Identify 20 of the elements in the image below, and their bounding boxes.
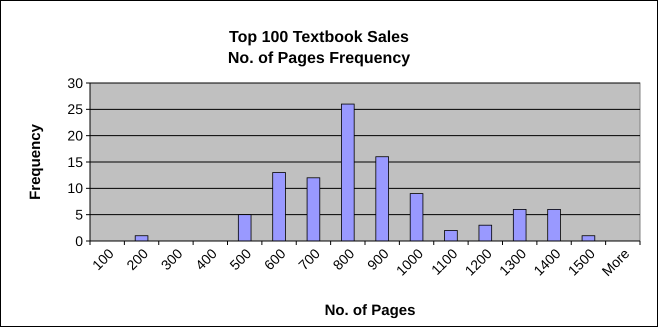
x-tick-label: 900	[364, 245, 392, 274]
x-tick-label: 400	[192, 245, 220, 274]
x-tick-label: 600	[260, 245, 289, 274]
y-tick-label: 10	[67, 180, 84, 196]
x-tick-label: 700	[295, 245, 324, 274]
y-tick-label: 30	[67, 74, 84, 91]
y-tick-label: 15	[67, 154, 84, 170]
y-tick-label: 5	[75, 206, 84, 223]
x-tick-label: 300	[158, 245, 186, 274]
x-tick-label: 100	[88, 245, 117, 274]
y-tick-label: 0	[75, 232, 84, 249]
y-tick-label: 20	[67, 128, 84, 144]
x-tick-label: 500	[226, 245, 254, 274]
x-axis-title: No. of Pages	[324, 302, 416, 319]
y-tick-label: 25	[67, 101, 84, 118]
chart-subtitle: No. of Pages Frequency	[228, 50, 410, 67]
chart-title: Top 100 Textbook Sales	[229, 29, 410, 46]
y-axis-title: Frequency	[27, 123, 44, 200]
x-tick-label: 800	[330, 245, 358, 274]
x-tick-label: 200	[123, 245, 152, 274]
